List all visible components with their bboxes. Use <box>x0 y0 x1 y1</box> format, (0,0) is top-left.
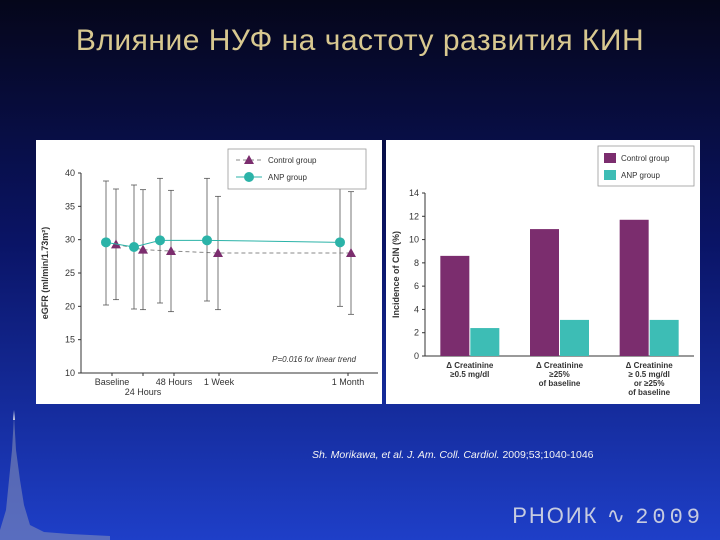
category-label-line: ≥25% <box>549 370 569 379</box>
y-tick-label: 0 <box>414 351 419 361</box>
citation: Sh. Morikawa, et al. J. Am. Coll. Cardio… <box>312 449 594 461</box>
category-label: Δ Creatinine ≥25% of baseline <box>536 361 584 388</box>
anp-bar <box>560 319 589 356</box>
trend-annotation: P=0.016 for linear trend <box>272 355 356 364</box>
y-tick-label: 40 <box>65 168 75 178</box>
category-label-line: of baseline <box>628 388 670 397</box>
anp-bar <box>470 328 500 356</box>
legend-circle-marker <box>244 172 254 182</box>
y-tick-label: 14 <box>409 188 419 198</box>
y-tick-label: 25 <box>65 268 75 278</box>
x-tick-label: 48 Hours <box>156 377 193 387</box>
y-axis-title: Incidence of CIN (%) <box>391 231 401 318</box>
legend-box <box>227 148 367 190</box>
ecg-wave-icon: ∿ <box>606 503 628 528</box>
legend-box <box>597 145 695 187</box>
cin-bar-chart-panel: 0 2 4 6 8 10 12 14 Incidence of CIN (%) Δ Creatin… <box>386 140 700 404</box>
y-tick-label: 10 <box>65 368 75 378</box>
legend-triangle-marker <box>244 155 254 164</box>
y-tick-label: 20 <box>65 301 75 311</box>
category-label-line: ≥0.5 mg/dl <box>450 370 489 379</box>
control-data-point <box>166 246 176 255</box>
y-tick-label: 4 <box>414 304 419 314</box>
anp-data-point <box>202 235 212 246</box>
citation-authors: Sh. Morikawa, et al. <box>312 449 405 461</box>
bar-chart-legend: Control group ANP group <box>597 145 695 187</box>
control-series-line <box>115 243 351 254</box>
category-label-line: or ≥25% <box>634 379 665 388</box>
category-label-line: Δ Creatinine <box>626 361 674 370</box>
legend-swatch <box>604 170 616 180</box>
anp-bar <box>649 319 679 356</box>
legend-swatch <box>604 153 616 163</box>
logo-text: РНОИК <box>512 503 599 528</box>
control-bar <box>619 219 649 356</box>
category-label-line: of baseline <box>539 379 581 388</box>
category-label-line: Δ Creatinine <box>536 361 584 370</box>
citation-details: 2009;53;1040-1046 <box>502 449 594 461</box>
logo-year: 2009 <box>635 505 704 530</box>
rnoik-logo: РНОИК ∿ 2009 <box>512 503 704 530</box>
line-chart-legend: Control group ANP group <box>227 148 367 190</box>
egfr-line-chart-panel: 10 15 20 25 30 35 40 Baseline 24 Hours 48 Hours 1 … <box>36 140 382 404</box>
control-data-point <box>213 248 223 257</box>
category-label: Δ Creatinine ≥0.5 mg/dl <box>446 361 494 379</box>
anp-data-point <box>129 242 139 252</box>
legend-label: ANP group <box>268 173 308 182</box>
y-tick-label: 15 <box>65 335 75 345</box>
y-tick-label: 6 <box>414 281 419 291</box>
control-bar <box>440 255 470 356</box>
slide-title: Влияние НУФ на частоту развития КИН <box>75 24 645 57</box>
x-tick-label: Baseline <box>95 377 130 387</box>
y-tick-label: 10 <box>409 235 419 245</box>
control-bar <box>530 229 559 356</box>
anp-data-point <box>101 237 111 248</box>
spire-silhouette-icon <box>0 410 110 540</box>
category-label-line: Δ Creatinine <box>446 361 494 370</box>
category-label-line: ≥ 0.5 mg/dl <box>629 370 670 379</box>
category-label: Δ Creatinine ≥ 0.5 mg/dl or ≥25% of baselin… <box>626 361 674 397</box>
y-axis-title: eGFR (ml/min/1.73m²) <box>40 227 50 320</box>
x-tick-label: 24 Hours <box>125 387 162 397</box>
x-tick-label: 1 Week <box>204 377 235 387</box>
y-tick-label: 30 <box>65 235 75 245</box>
y-tick-label: 2 <box>414 328 419 338</box>
control-data-point <box>138 244 148 254</box>
legend-label: Control group <box>268 156 317 165</box>
y-tick-label: 12 <box>409 211 419 221</box>
y-tick-label: 8 <box>414 258 419 268</box>
control-data-point <box>346 248 356 257</box>
cin-bar-chart: 0 2 4 6 8 10 12 14 Incidence of CIN (%) Δ Creatin… <box>391 145 695 397</box>
anp-data-point <box>155 235 165 246</box>
legend-label: ANP group <box>621 171 661 180</box>
x-tick-label: 1 Month <box>332 377 365 387</box>
legend-label: Control group <box>621 154 670 163</box>
citation-journal: J. Am. Coll. Cardiol. <box>407 449 500 461</box>
y-tick-label: 35 <box>65 201 75 211</box>
anp-series-line <box>105 239 341 248</box>
anp-data-point <box>335 237 345 248</box>
